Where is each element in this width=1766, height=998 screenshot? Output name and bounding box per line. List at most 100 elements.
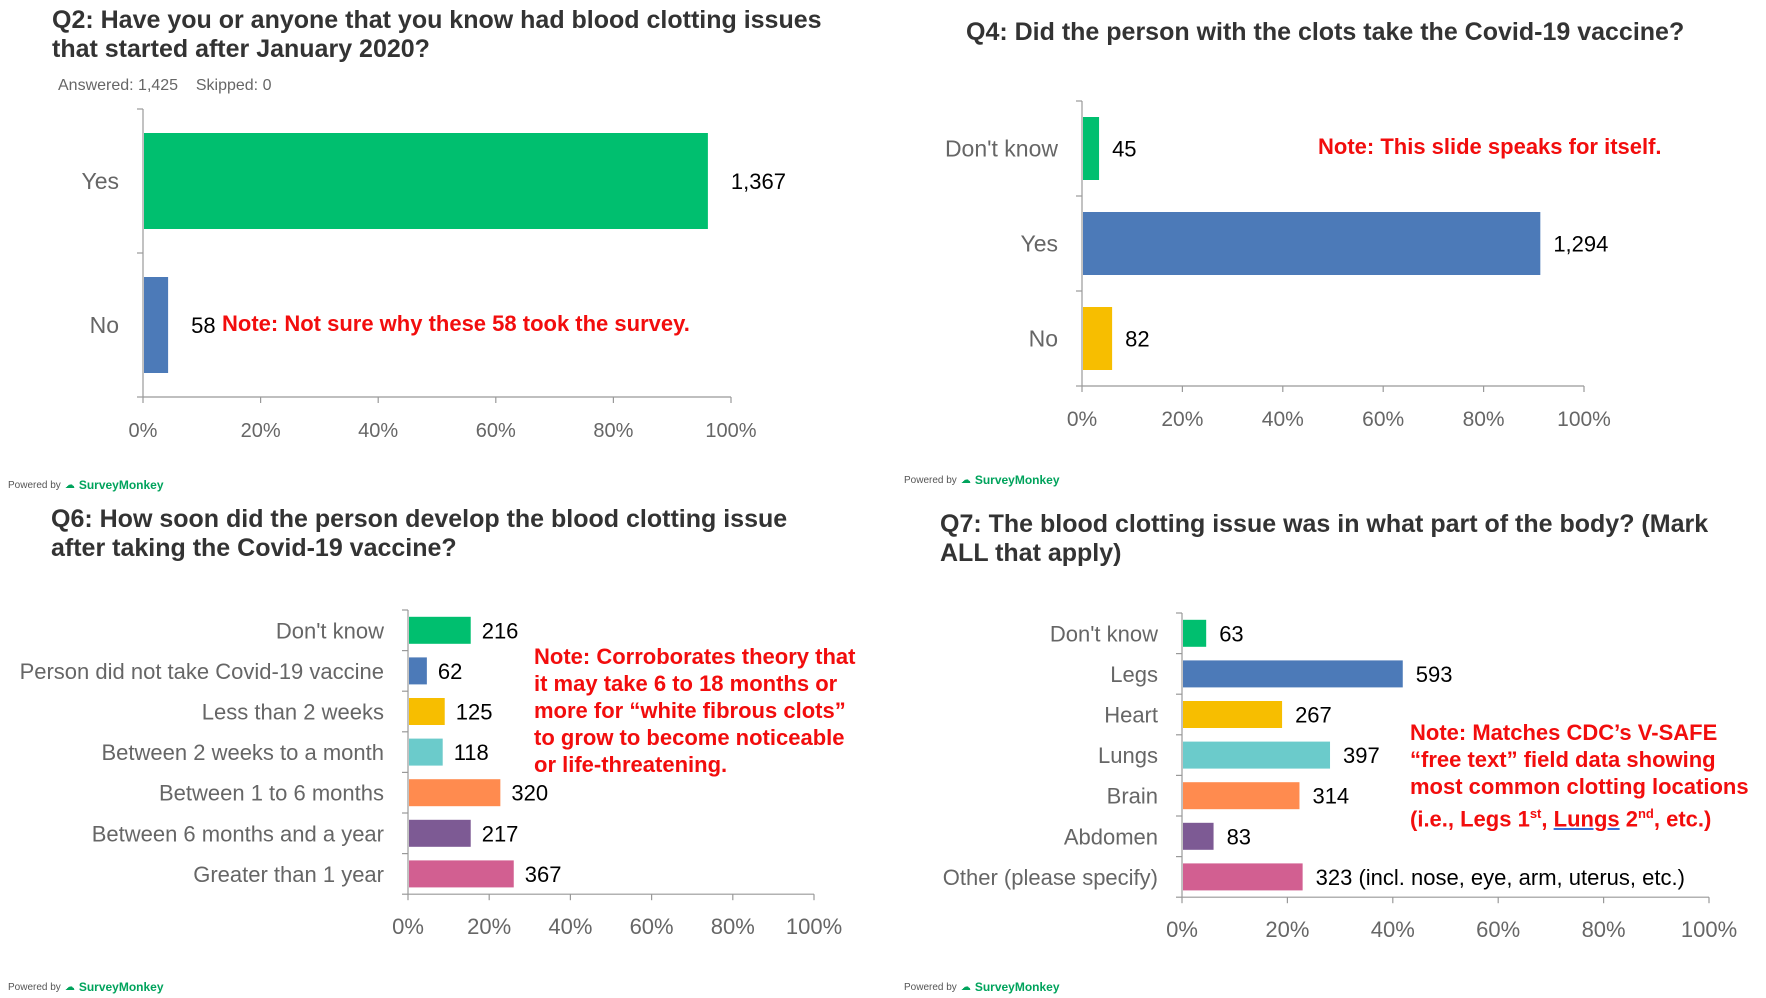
- category-label: Brain: [1107, 784, 1158, 809]
- value-label: 118: [454, 740, 489, 765]
- x-tick-label: 100%: [1557, 408, 1611, 431]
- value-label: 593: [1416, 662, 1453, 687]
- category-label: Person did not take Covid-19 vaccine: [20, 659, 384, 684]
- category-label: Heart: [1104, 703, 1158, 728]
- q7-note: Note: Matches CDC’s V-SAFE “free text” f…: [1410, 719, 1749, 832]
- bar: [1183, 863, 1303, 891]
- category-label: No: [1029, 326, 1058, 352]
- x-tick-label: 0%: [1067, 408, 1097, 431]
- powered-by-surveymonkey: Powered by ☁ SurveyMonkey: [8, 980, 164, 994]
- surveymonkey-logo-icon: ☁: [64, 981, 75, 993]
- x-tick-label: 100%: [705, 420, 756, 442]
- bar: [409, 698, 445, 725]
- surveymonkey-logo-icon: ☁: [960, 474, 971, 486]
- q2-title: Q2: Have you or anyone that you know had…: [52, 6, 822, 63]
- q6-note-line: it may take 6 to 18 months or: [534, 671, 838, 696]
- x-tick-label: 100%: [786, 914, 842, 939]
- value-label: 216: [482, 618, 519, 643]
- q7-title: Q7: The blood clotting issue was in what…: [940, 510, 1709, 567]
- x-tick-label: 80%: [711, 914, 755, 939]
- x-tick-label: 20%: [1161, 408, 1203, 431]
- bar: [409, 819, 471, 847]
- x-tick-label: 20%: [1265, 917, 1309, 942]
- bar: [144, 277, 169, 373]
- bar: [1183, 782, 1300, 810]
- value-label: 82: [1125, 327, 1149, 352]
- value-label: 1,367: [731, 169, 786, 194]
- category-label: Greater than 1 year: [193, 862, 384, 887]
- q7-note-line: “free text” field data showing: [1410, 747, 1716, 772]
- q7-note-line: Note: Matches CDC’s V-SAFE: [1410, 720, 1718, 745]
- x-tick-label: 100%: [1681, 917, 1737, 942]
- bar: [1183, 619, 1207, 647]
- x-tick-label: 60%: [630, 914, 674, 939]
- x-tick-label: 80%: [1582, 917, 1626, 942]
- x-tick-label: 80%: [1463, 408, 1505, 431]
- bar: [409, 738, 443, 766]
- bar: [409, 860, 514, 888]
- surveymonkey-logo-icon: ☁: [960, 981, 971, 993]
- x-tick-label: 20%: [241, 420, 281, 442]
- q7-note-line: (i.e., Legs 1st, Lungs 2nd, etc.): [1410, 806, 1712, 832]
- x-tick-label: 0%: [1166, 917, 1198, 942]
- value-label: 1,294: [1553, 232, 1608, 257]
- q4-title: Q4: Did the person with the clots take t…: [966, 18, 1685, 46]
- powered-by-surveymonkey: Powered by ☁ SurveyMonkey: [8, 478, 164, 492]
- value-label: 83: [1227, 824, 1251, 849]
- category-label: Don't know: [1050, 621, 1158, 646]
- category-label: Legs: [1110, 662, 1158, 687]
- value-label: 367: [525, 862, 562, 887]
- x-tick-label: 60%: [1362, 408, 1404, 431]
- bar: [1183, 822, 1214, 850]
- bar: [409, 657, 427, 685]
- q6-note: Note: Corroborates theory that it may ta…: [534, 643, 855, 778]
- x-tick-label: 40%: [358, 420, 398, 442]
- bar: [1083, 212, 1541, 275]
- x-tick-label: 60%: [1476, 917, 1520, 942]
- x-tick-label: 40%: [1262, 408, 1304, 431]
- category-label: Other (please specify): [943, 865, 1158, 890]
- value-label: 125: [456, 700, 493, 725]
- bar: [409, 616, 471, 644]
- q4-note: Note: This slide speaks for itself.: [1318, 134, 1662, 159]
- x-tick-label: 0%: [392, 914, 424, 939]
- category-label: Between 1 to 6 months: [159, 781, 384, 806]
- q2-note: Note: Not sure why these 58 took the sur…: [222, 311, 690, 336]
- category-label: Between 6 months and a year: [92, 821, 384, 846]
- category-label: No: [90, 312, 119, 338]
- category-label: Less than 2 weeks: [202, 700, 384, 725]
- powered-by-surveymonkey: Powered by ☁ SurveyMonkey: [904, 473, 1060, 487]
- category-label: Between 2 weeks to a month: [102, 740, 385, 765]
- category-label: Abdomen: [1064, 824, 1158, 849]
- category-label: Yes: [1020, 231, 1058, 257]
- category-label: Don't know: [945, 136, 1058, 162]
- category-label: Don't know: [276, 618, 384, 643]
- q6-note-line: more for “white fibrous clots”: [534, 698, 846, 723]
- surveymonkey-logo-icon: ☁: [64, 479, 75, 491]
- value-label: 58: [191, 313, 215, 338]
- x-tick-label: 0%: [129, 420, 158, 442]
- q6-note-line: Note: Corroborates theory that: [534, 644, 856, 669]
- q6-title: Q6: How soon did the person develop the …: [51, 505, 788, 562]
- value-label: 62: [438, 659, 462, 684]
- powered-by-surveymonkey: Powered by ☁ SurveyMonkey: [904, 980, 1060, 994]
- category-label: Yes: [81, 168, 119, 194]
- category-label: Lungs: [1098, 743, 1158, 768]
- bar: [144, 133, 708, 229]
- x-tick-label: 60%: [476, 420, 516, 442]
- q6-note-line: to grow to become noticeable: [534, 725, 845, 750]
- q7-note-line: most common clotting locations: [1410, 774, 1749, 799]
- bar: [1083, 307, 1113, 370]
- x-tick-label: 80%: [593, 420, 633, 442]
- bar: [1183, 701, 1283, 728]
- value-label: 63: [1219, 621, 1243, 646]
- bar: [1183, 660, 1403, 688]
- x-tick-label: 20%: [467, 914, 511, 939]
- q6-note-line: or life-threatening.: [534, 752, 728, 777]
- value-label: 323 (incl. nose, eye, arm, uterus, etc.): [1316, 865, 1685, 890]
- bar: [409, 779, 501, 807]
- x-tick-label: 40%: [548, 914, 592, 939]
- value-label: 217: [482, 821, 519, 846]
- bar: [1183, 741, 1331, 769]
- bar: [1083, 117, 1100, 180]
